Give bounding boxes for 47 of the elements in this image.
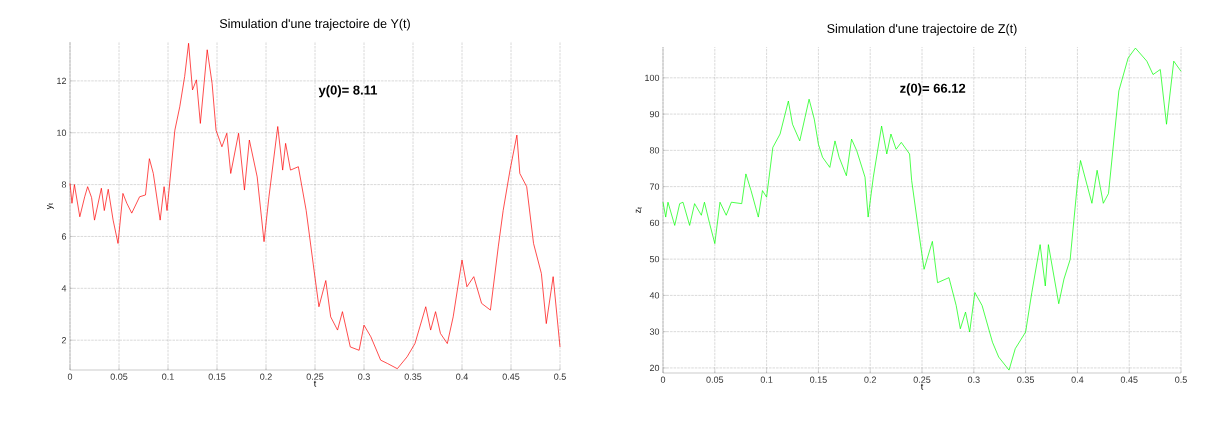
x-tick-label: 0.5 (554, 373, 566, 380)
x-tick-label: 0.25 (913, 376, 931, 383)
y-tick-label: 80 (649, 147, 660, 154)
y-tick-label: 6 (61, 233, 67, 240)
x-axis-title: t (920, 383, 924, 390)
x-tick-label: 0.35 (1017, 376, 1034, 383)
y-tick-label: 2 (61, 337, 67, 344)
y-tick-label: 100 (645, 74, 660, 82)
y-tick-label: 12 (57, 77, 67, 85)
x-tick-label: 0.1 (162, 373, 174, 380)
x-tick-label: 0.2 (260, 373, 272, 380)
annotation: y(0)= 8.11 (318, 85, 378, 98)
x-tick-label: 0.1 (760, 376, 773, 383)
y-tick-label: 8 (61, 181, 67, 188)
x-tick-label: 0.3 (358, 373, 370, 380)
y-tick-label: 10 (57, 129, 67, 136)
y-tick-label: 60 (649, 219, 660, 227)
y-tick-label: 20 (649, 364, 660, 372)
x-tick-label: 0.45 (502, 373, 520, 380)
x-tick-label: 0.5 (1175, 376, 1187, 383)
line-series (662, 47, 1182, 371)
line-series (69, 42, 561, 370)
x-axis-title: t (313, 380, 317, 387)
y-axis-title: y$_{t}$ (47, 203, 54, 210)
x-tick-label: 0.15 (208, 373, 226, 380)
x-tick-label: 0.3 (967, 376, 980, 383)
x-tick-label: 0.4 (1071, 376, 1084, 383)
y-axis-title: z$_{t}$ (635, 207, 642, 214)
x-tick-label: 0.4 (456, 373, 468, 380)
x-tick-label: 0.25 (306, 373, 324, 380)
x-tick-label: 0.05 (110, 373, 128, 380)
x-tick-label: 0.05 (706, 376, 724, 383)
y-tick-label: 4 (61, 285, 67, 292)
x-tick-label: 0.2 (864, 376, 876, 383)
y-tick-label: 30 (649, 328, 660, 335)
x-tick-label: 0 (660, 376, 666, 383)
chart-title: Simulation d'une trajectoire de Y(t) (219, 18, 410, 31)
y-tick-label: 40 (649, 292, 660, 299)
chart-title: Simulation d'une trajectoire de Z(t) (827, 23, 1017, 36)
x-tick-label: 0.45 (1120, 376, 1138, 383)
x-tick-label: 0.35 (404, 373, 422, 380)
x-tick-label: 0 (67, 373, 73, 380)
y-tick-label: 70 (649, 183, 660, 190)
annotation: z(0)= 66.12 (900, 83, 966, 96)
y-tick-label: 90 (649, 110, 660, 118)
y-tick-label: 50 (649, 255, 660, 263)
x-tick-label: 0.15 (810, 376, 827, 383)
